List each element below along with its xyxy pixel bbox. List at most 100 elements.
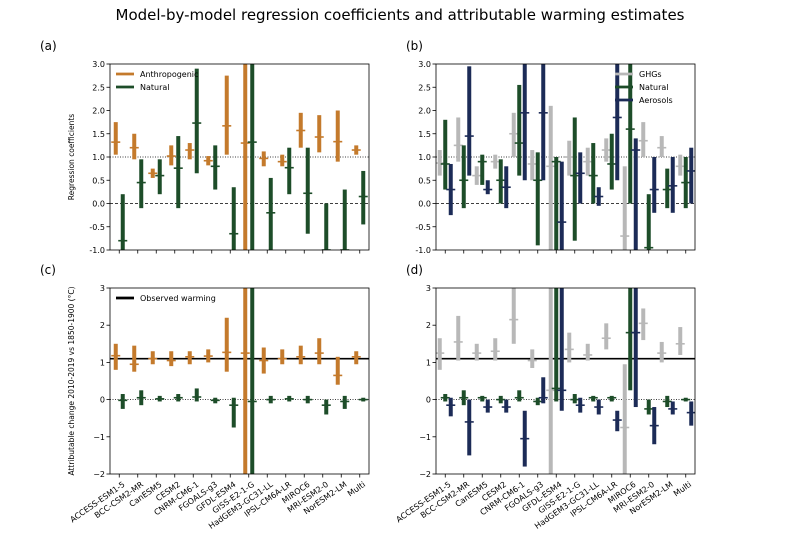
x-tick-label: Multi <box>672 480 693 499</box>
errorbar-ghgs-7 <box>567 332 572 363</box>
y-tick-label: 0 <box>100 396 105 405</box>
errorbar-aerosols-10 <box>633 288 638 408</box>
y-tick-label: 2.0 <box>418 107 431 116</box>
plot-area <box>436 64 695 250</box>
y-tick-label: 2.5 <box>418 83 431 92</box>
errorbar-aerosols-6 <box>559 288 564 411</box>
errorbar-aerosols-1 <box>467 399 472 456</box>
errorbar-natural-7 <box>572 394 577 404</box>
errorbar-aerosols-5 <box>541 377 546 404</box>
errorbar-anthropogenic-1 <box>132 133 137 160</box>
errorbar-natural-9 <box>287 147 292 195</box>
errorbar-natural-10 <box>628 64 633 204</box>
y-tick-label: 2.5 <box>92 83 105 92</box>
errorbar-natural-8 <box>591 395 596 402</box>
errorbar-natural-13 <box>361 170 366 225</box>
errorbar-natural-11 <box>646 194 651 250</box>
errorbar-natural-6 <box>554 288 559 402</box>
y-tick-label: 1.0 <box>92 153 105 162</box>
errorbar-ghgs-4 <box>511 288 516 344</box>
y-axis-label: Regression coefficients <box>67 114 76 201</box>
errorbar-aerosols-0 <box>448 397 453 417</box>
errorbar-natural-6 <box>231 397 236 428</box>
errorbar-aerosols-7 <box>578 152 583 204</box>
errorbar-aerosols-13 <box>689 147 694 204</box>
y-tick-label: 1.5 <box>92 130 105 139</box>
errorbar-ghgs-2 <box>474 343 479 361</box>
legend: GHGs Natural Aerosols <box>615 70 673 105</box>
errorbar-ghgs-7 <box>567 140 572 176</box>
errorbar-anthropogenic-4 <box>187 351 192 365</box>
errorbar-aerosols-2 <box>485 399 490 413</box>
y-tick-label: -0.5 <box>89 223 105 232</box>
errorbar-anthropogenic-7 <box>243 64 248 250</box>
axes-frame <box>435 287 696 475</box>
errorbar-anthropogenic-12 <box>335 110 340 162</box>
errorbar-natural-4 <box>517 84 522 176</box>
legend: Anthropogenic Natural <box>116 70 198 92</box>
errorbar-natural-8 <box>591 143 596 204</box>
y-tick-label: 0.5 <box>418 176 431 185</box>
errorbar-aerosols-5 <box>541 64 546 181</box>
errorbar-ghgs-12 <box>659 341 664 363</box>
errorbar-natural-1 <box>139 159 144 209</box>
errorbar-aerosols-4 <box>522 64 527 181</box>
panel-label: (c) <box>40 263 56 277</box>
y-tick-label: 0.0 <box>418 200 431 209</box>
panel-label: (a) <box>40 39 57 53</box>
errorbar-natural-5 <box>213 145 218 190</box>
errorbar-natural-0 <box>120 194 125 250</box>
errorbar-aerosols-13 <box>689 401 694 426</box>
y-tick-label: -1.0 <box>415 246 431 255</box>
figure-title: Model-by-model regression coefficients a… <box>115 6 685 24</box>
plot-area <box>110 288 369 474</box>
errorbar-natural-8 <box>268 177 273 250</box>
errorbar-aerosols-11 <box>652 157 657 213</box>
x-tick-label: Multi <box>346 480 367 499</box>
errorbar-natural-12 <box>342 395 347 409</box>
y-tick-label: 2 <box>426 321 431 330</box>
errorbar-aerosols-12 <box>670 157 675 213</box>
errorbar-natural-7 <box>572 117 577 241</box>
errorbar-ghgs-5 <box>530 349 535 368</box>
errorbar-ghgs-13 <box>678 327 683 355</box>
errorbar-ghgs-6 <box>548 288 553 474</box>
y-axis-label: Attributable change 2010-2019 vs 1850-19… <box>67 286 76 475</box>
errorbar-anthropogenic-12 <box>335 356 340 385</box>
errorbar-anthropogenic-0 <box>113 343 118 370</box>
y-tick-label: 1 <box>100 358 105 367</box>
errorbar-ghgs-6 <box>548 105 553 250</box>
errorbar-ghgs-10 <box>622 166 627 250</box>
errorbar-ghgs-10 <box>622 364 627 474</box>
errorbar-anthropogenic-13 <box>354 351 359 365</box>
y-tick-label: 0.5 <box>92 176 105 185</box>
y-tick-label: 3 <box>426 284 431 293</box>
errorbar-natural-6 <box>554 157 559 250</box>
legend-label: Anthropogenic <box>140 70 198 79</box>
y-tick-label: −1 <box>419 433 431 442</box>
errorbar-natural-0 <box>120 394 125 409</box>
legend: Observed warming <box>116 294 216 303</box>
errorbar-natural-11 <box>646 399 651 415</box>
errorbar-natural-9 <box>609 395 614 402</box>
errorbar-aerosols-1 <box>467 66 472 176</box>
y-tick-label: -0.5 <box>415 223 431 232</box>
errorbar-ghgs-3 <box>493 338 498 361</box>
errorbar-natural-6 <box>231 187 236 250</box>
y-tick-label: 3.0 <box>418 60 431 69</box>
errorbar-anthropogenic-10 <box>298 345 303 365</box>
legend-label: Aerosols <box>639 96 673 105</box>
errorbar-natural-12 <box>342 189 347 250</box>
errorbar-anthropogenic-3 <box>169 351 174 367</box>
y-tick-label: 1 <box>426 358 431 367</box>
errorbar-natural-1 <box>461 145 466 209</box>
errorbar-natural-7 <box>250 64 255 250</box>
legend-label: Natural <box>639 83 669 92</box>
errorbar-natural-2 <box>480 154 485 185</box>
errorbar-ghgs-8 <box>585 343 590 361</box>
y-tick-label: 2 <box>100 321 105 330</box>
errorbar-anthropogenic-1 <box>132 345 137 372</box>
errorbar-aerosols-9 <box>615 64 620 181</box>
errorbar-natural-4 <box>194 68 199 174</box>
